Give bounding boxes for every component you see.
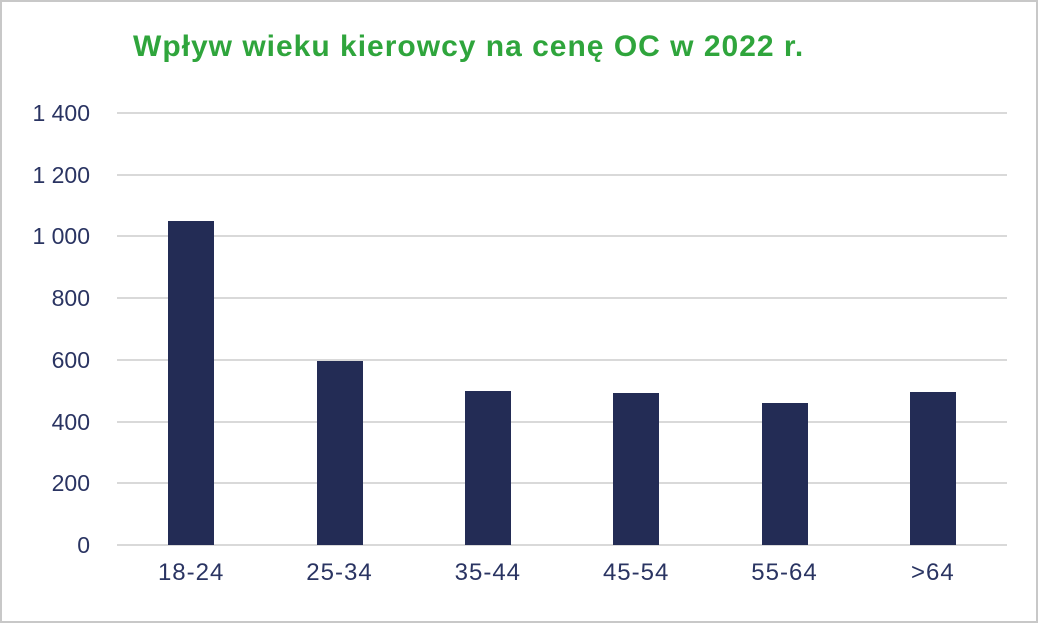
x-axis-category-label: 55-64 <box>751 559 818 586</box>
bar->64 <box>909 392 956 545</box>
bar-45-54 <box>613 392 660 545</box>
y-axis-tick-label: 400 <box>51 408 90 435</box>
gridline <box>117 482 1007 485</box>
x-axis-category-label: 18-24 <box>157 559 225 586</box>
chart-title: Wpływ wieku kierowcy na cenę OC w 2022 r… <box>133 30 805 63</box>
bar-25-34 <box>316 361 363 545</box>
y-axis-tick-label: 0 <box>77 532 90 558</box>
y-axis-tick-label: 1 400 <box>32 100 90 126</box>
y-axis-tick-label: 600 <box>51 346 90 373</box>
y-axis-tick-label: 1 200 <box>32 161 90 188</box>
x-axis-category-label: 45-54 <box>602 559 670 586</box>
gridline <box>117 297 1007 300</box>
gridline <box>117 173 1007 176</box>
x-axis-category-label: 25-34 <box>306 559 373 586</box>
x-axis-category-label: 35-44 <box>454 559 522 586</box>
gridline <box>117 420 1007 423</box>
bar-18-24 <box>168 221 215 545</box>
x-axis-baseline <box>117 544 1007 546</box>
gridline <box>117 112 1007 114</box>
gridline <box>117 235 1007 238</box>
bar-35-44 <box>464 390 511 545</box>
y-axis-tick-label: 200 <box>51 470 90 497</box>
y-axis-tick-label: 800 <box>51 285 90 312</box>
bar-55-64 <box>761 403 808 545</box>
x-axis-category-label: >64 <box>910 559 955 586</box>
y-axis-tick-label: 1 000 <box>32 223 90 250</box>
gridline <box>117 358 1007 361</box>
